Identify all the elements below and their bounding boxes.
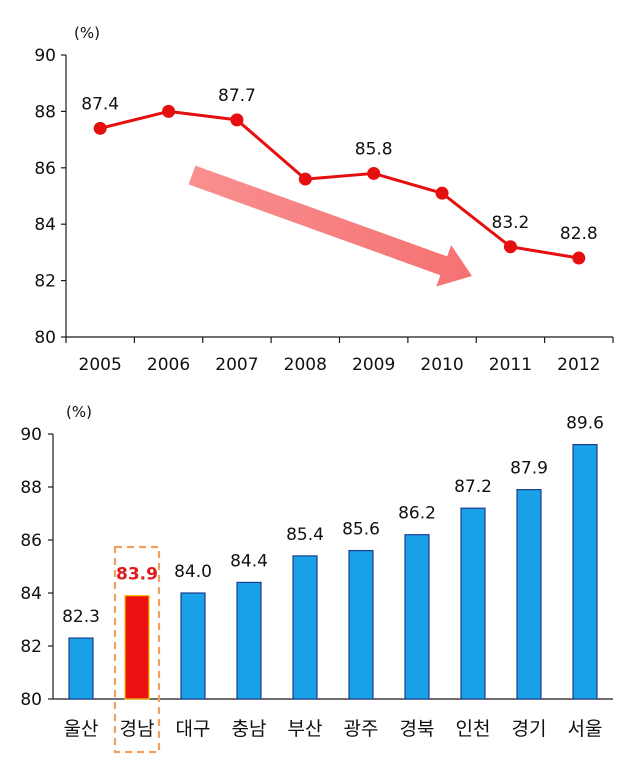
x-tick-label: 2009 <box>352 355 395 375</box>
y-tick-label: 82 <box>34 272 56 292</box>
bar <box>460 507 486 700</box>
y-tick-label: 86 <box>34 159 56 179</box>
bar-chart-regional-rate: 80 82 84 86 88 90 (%) 82.3 울산 83.9 경남 84.0 대구 84.4 충남 8… <box>20 403 613 754</box>
data-point <box>298 172 312 186</box>
y-tick-label: 84 <box>34 215 56 235</box>
bar <box>348 549 374 700</box>
data-label: 85.8 <box>355 139 393 159</box>
x-tick-label: 2006 <box>147 355 190 375</box>
x-tick-label: 경남 <box>120 718 155 740</box>
x-tick-label: 2008 <box>284 355 327 375</box>
data-label: 84.0 <box>174 562 212 582</box>
data-label-highlighted: 83.9 <box>116 565 158 585</box>
data-point <box>230 113 244 127</box>
y-tick-label: 80 <box>20 690 42 710</box>
x-tick-label: 울산 <box>64 718 99 740</box>
data-point <box>572 251 586 265</box>
x-tick-label: 2012 <box>557 355 600 375</box>
highlight-box <box>113 545 161 754</box>
data-label: 82.8 <box>560 224 598 244</box>
x-tick-label: 충남 <box>232 718 267 740</box>
data-point <box>435 186 449 200</box>
y-tick-label: 88 <box>20 478 42 498</box>
unit-label: (%) <box>74 24 100 42</box>
data-label: 85.4 <box>286 525 324 545</box>
x-tick-label: 2011 <box>489 355 532 375</box>
y-tick-label: 80 <box>34 328 56 348</box>
line-chart-yearly-rate: 80 82 84 86 88 90 (%) 2005 2006 2007 2008 2009 2010 2… <box>34 24 614 375</box>
x-tick-label: 인천 <box>456 718 491 740</box>
y-tick-label: 90 <box>34 46 56 66</box>
data-label: 84.4 <box>230 551 268 571</box>
bar <box>236 581 262 700</box>
data-point <box>503 240 517 254</box>
x-tick-label: 부산 <box>288 718 323 740</box>
unit-label: (%) <box>66 403 92 421</box>
x-tick-label: 서울 <box>568 718 603 740</box>
bar <box>516 489 542 700</box>
x-tick-label: 대구 <box>176 718 211 740</box>
data-label: 87.2 <box>454 477 492 497</box>
data-label: 89.6 <box>566 414 604 434</box>
x-tick-label: 광주 <box>344 718 379 740</box>
data-label: 82.3 <box>62 607 100 627</box>
bar-highlighted <box>124 595 150 700</box>
x-tick-label: 2010 <box>420 355 463 375</box>
x-tick-label: 2007 <box>215 355 258 375</box>
x-tick-label: 경북 <box>400 718 435 740</box>
bar <box>404 534 430 700</box>
y-tick-label: 84 <box>20 584 42 604</box>
data-label: 87.7 <box>218 86 256 106</box>
bar <box>68 637 94 700</box>
y-tick-label: 88 <box>34 102 56 122</box>
bar <box>572 444 598 700</box>
data-point <box>162 104 176 118</box>
y-tick-label: 86 <box>20 531 42 551</box>
data-point <box>367 166 381 180</box>
data-label: 87.4 <box>81 94 119 114</box>
data-label: 86.2 <box>398 504 436 524</box>
y-tick-label: 90 <box>20 425 42 445</box>
data-point <box>93 121 107 135</box>
data-label: 83.2 <box>492 213 530 233</box>
series-line <box>99 109 580 260</box>
x-tick-label: 2005 <box>79 355 122 375</box>
y-tick-label: 82 <box>20 637 42 657</box>
data-label: 85.6 <box>342 520 380 540</box>
trend-arrow <box>188 165 473 287</box>
bar <box>292 555 318 700</box>
x-tick-label: 경기 <box>512 718 547 740</box>
bar <box>180 592 206 700</box>
data-label: 87.9 <box>510 459 548 479</box>
